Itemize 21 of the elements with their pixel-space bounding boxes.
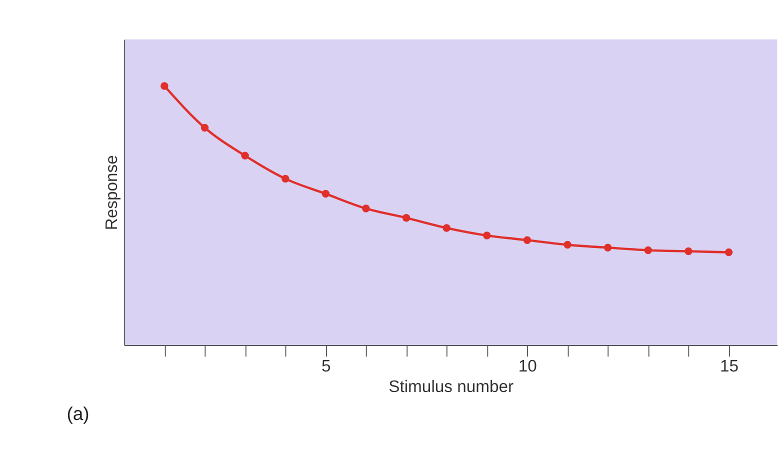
point xyxy=(724,248,733,256)
x-tick-label: 10 xyxy=(518,356,537,376)
point xyxy=(241,152,249,160)
x-tick-label: 15 xyxy=(720,356,739,376)
point xyxy=(281,174,290,183)
point xyxy=(644,246,652,254)
text: (a) xyxy=(66,403,90,424)
point xyxy=(483,232,491,240)
point xyxy=(160,82,168,90)
x-tick-label: 5 xyxy=(322,356,331,376)
point xyxy=(442,224,450,232)
point xyxy=(402,214,410,222)
point xyxy=(564,240,572,249)
point xyxy=(362,204,370,212)
y-axis-title: Response xyxy=(102,155,122,230)
point xyxy=(523,236,532,244)
point xyxy=(604,244,612,252)
point xyxy=(200,124,209,132)
x-axis-title: Stimulus number xyxy=(388,376,514,396)
point xyxy=(684,247,692,256)
point xyxy=(322,190,330,198)
